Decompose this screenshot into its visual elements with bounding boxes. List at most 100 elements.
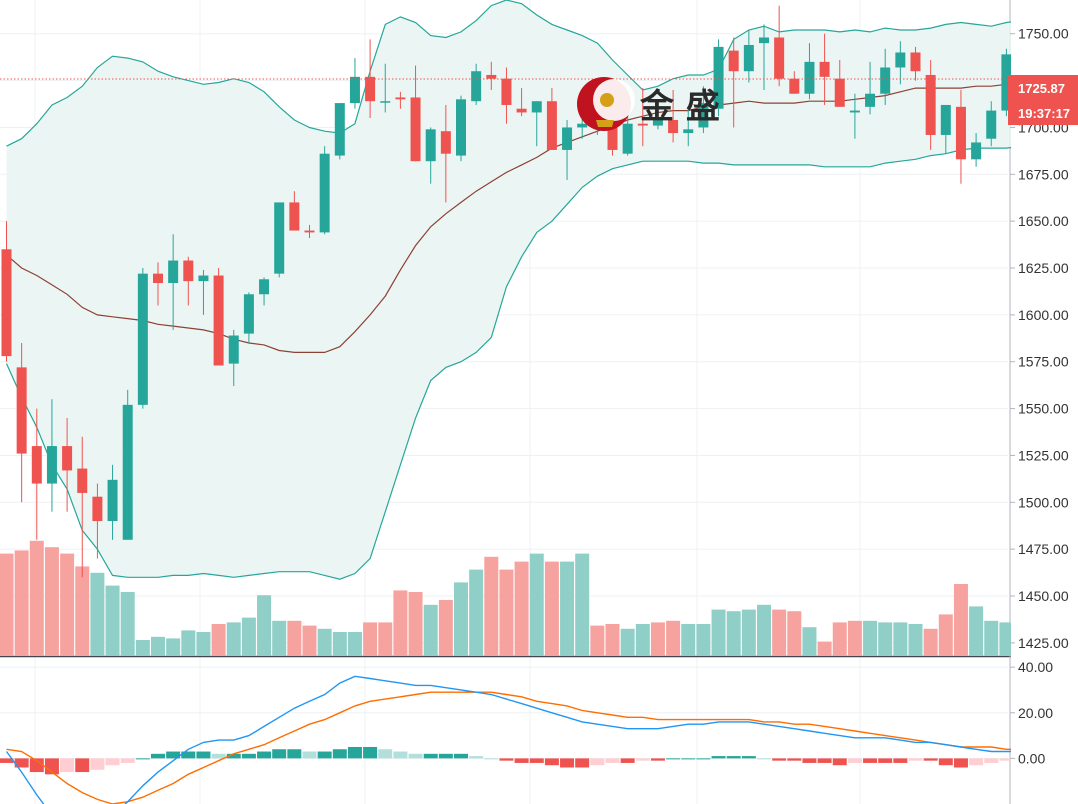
candle-body bbox=[774, 37, 785, 79]
red-crescent-logo-icon bbox=[577, 77, 635, 131]
volume-bar bbox=[923, 628, 938, 656]
volume-bar bbox=[938, 614, 953, 656]
macd-histogram-bar bbox=[908, 758, 923, 761]
candle-body bbox=[501, 78, 512, 105]
price-tick-label: 1675.00 bbox=[1018, 166, 1069, 182]
candle-body bbox=[834, 78, 845, 107]
candle-body bbox=[1001, 54, 1012, 111]
price-tick-label: 1575.00 bbox=[1018, 354, 1069, 370]
macd-histogram-bar bbox=[969, 758, 984, 766]
macd-histogram-bar bbox=[620, 758, 635, 763]
candle-body bbox=[274, 202, 285, 274]
volume-bar bbox=[514, 561, 529, 656]
candle-body bbox=[865, 93, 876, 107]
macd-histogram-bar bbox=[666, 758, 681, 760]
macd-histogram-bar bbox=[893, 758, 908, 763]
volume-bar bbox=[681, 624, 696, 656]
macd-histogram-bar bbox=[257, 751, 272, 759]
candle-body bbox=[804, 61, 815, 94]
candle-body bbox=[652, 119, 663, 126]
macd-histogram-bar bbox=[832, 758, 847, 766]
volume-bar bbox=[60, 553, 75, 656]
macd-histogram-bar bbox=[772, 758, 787, 761]
volume-bar bbox=[287, 620, 302, 656]
macd-histogram-bar bbox=[393, 751, 408, 759]
macd-histogram-bar bbox=[90, 758, 105, 770]
candle-body bbox=[213, 275, 224, 366]
macd-histogram-bar bbox=[938, 758, 953, 766]
candle-body bbox=[713, 46, 724, 109]
axis-background bbox=[1011, 0, 1078, 804]
candle-body bbox=[683, 129, 694, 134]
volume-bar bbox=[832, 622, 847, 656]
macd-histogram-bar bbox=[681, 758, 696, 760]
macd-histogram-bar bbox=[378, 749, 393, 759]
candle-body bbox=[137, 273, 148, 405]
macd-histogram-bar bbox=[726, 756, 741, 759]
macd-signal-line bbox=[6, 691, 1037, 804]
candle-body bbox=[380, 101, 391, 103]
macd-histogram-bar bbox=[29, 758, 44, 773]
candlesticks bbox=[0, 5, 1042, 578]
macd-tick-label: 20.00 bbox=[1018, 705, 1053, 721]
macd-histogram-bar bbox=[363, 746, 378, 759]
bollinger-fill bbox=[6, 0, 1037, 580]
candle-body bbox=[880, 67, 891, 94]
price-tick-label: 1750.00 bbox=[1018, 26, 1069, 42]
volume-bar bbox=[226, 622, 241, 656]
price-tick-label: 1625.00 bbox=[1018, 260, 1069, 276]
candle-body bbox=[925, 74, 936, 135]
volume-bar bbox=[423, 604, 438, 656]
macd-histogram-bar bbox=[60, 758, 75, 773]
macd-histogram-bar bbox=[44, 758, 59, 775]
volume-bar bbox=[575, 553, 590, 656]
macd-histogram-bar bbox=[650, 758, 665, 761]
candle-body bbox=[46, 446, 57, 484]
macd-pane bbox=[0, 675, 1044, 804]
macd-histogram-bar bbox=[408, 753, 423, 759]
macd-histogram-bar bbox=[514, 758, 529, 763]
volume-bar bbox=[347, 632, 362, 656]
volume-bar bbox=[151, 636, 165, 656]
watermark-logo: 金 盛 bbox=[577, 77, 720, 131]
macd-histogram-bar bbox=[75, 758, 90, 773]
candle-body bbox=[1, 249, 12, 357]
candle-body bbox=[546, 101, 557, 150]
candle-body bbox=[168, 260, 179, 284]
macd-histogram-bar bbox=[272, 749, 287, 759]
volume-bar bbox=[802, 627, 817, 656]
volume-bar bbox=[635, 624, 650, 656]
volume-bar bbox=[984, 620, 999, 656]
macd-tick-label: 40.00 bbox=[1018, 659, 1053, 675]
candle-body bbox=[986, 110, 997, 139]
macd-histogram-bar bbox=[14, 758, 29, 768]
candle-body bbox=[668, 119, 679, 134]
macd-histogram-bar bbox=[711, 756, 726, 759]
macd-histogram-bar bbox=[0, 758, 14, 763]
volume-bar bbox=[620, 628, 635, 656]
volume-bar bbox=[741, 609, 756, 656]
volume-bar bbox=[726, 611, 741, 656]
candle-body bbox=[62, 446, 73, 471]
volume-bar bbox=[29, 540, 44, 656]
price-tick-label: 1600.00 bbox=[1018, 307, 1069, 323]
volume-bar bbox=[257, 595, 272, 656]
volume-bar bbox=[241, 617, 256, 656]
candle-body bbox=[319, 153, 330, 233]
price-tick-label: 1425.00 bbox=[1018, 635, 1069, 651]
macd-histogram-bar bbox=[211, 753, 226, 759]
macd-histogram-bar bbox=[347, 746, 362, 759]
candle-body bbox=[289, 202, 300, 231]
price-tick-label: 1525.00 bbox=[1018, 447, 1069, 463]
candle-body bbox=[304, 230, 315, 233]
candle-body bbox=[971, 142, 982, 160]
candle-body bbox=[637, 123, 648, 126]
macd-histogram-bar bbox=[863, 758, 878, 763]
macd-histogram-bar bbox=[757, 758, 771, 760]
volume-bar bbox=[544, 561, 559, 656]
volume-bar bbox=[393, 590, 408, 656]
volume-bar bbox=[14, 550, 29, 656]
volume-bar bbox=[454, 582, 468, 656]
volume-bar bbox=[196, 632, 211, 656]
